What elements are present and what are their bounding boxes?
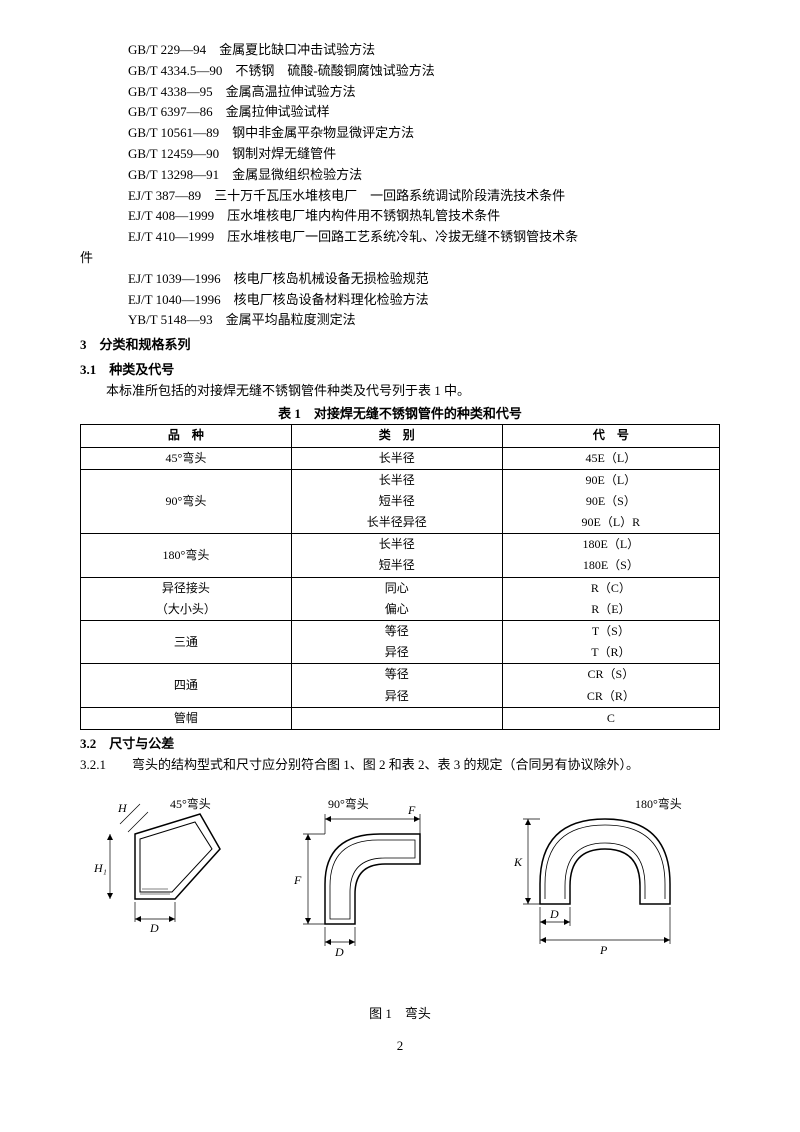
cell: R（C） (502, 577, 719, 599)
reference-list: GB/T 229—94 金属夏比缺口冲击试验方法 GB/T 4334.5—90 … (128, 40, 720, 331)
figure-1-caption: 图 1 弯头 (80, 1004, 720, 1025)
cell: 偏心 (291, 599, 502, 621)
ref-item: GB/T 13298—91 金属显微组织检验方法 (128, 165, 720, 186)
cell: 同心 (291, 577, 502, 599)
cell: 异径 (291, 642, 502, 664)
section-3-2-title: 3.2 尺寸与公差 (80, 734, 720, 755)
ref-item: YB/T 5148—93 金属平均晶粒度测定法 (128, 310, 720, 331)
fig-180-elbow: 180°弯头 K D P (490, 794, 720, 964)
th-kind: 品 种 (81, 425, 292, 447)
table-1-caption: 表 1 对接焊无缝不锈钢管件的种类和代号 (80, 404, 720, 425)
cell: 180E（S） (502, 555, 719, 577)
th-class: 类 别 (291, 425, 502, 447)
fig-180-label: 180°弯头 (635, 796, 682, 811)
fig-90-elbow: 90°弯头 F F D (270, 794, 470, 964)
svg-text:D: D (334, 945, 344, 959)
ref-item: GB/T 4334.5—90 不锈钢 硫酸-硫酸铜腐蚀试验方法 (128, 61, 720, 82)
cell: 45°弯头 (81, 447, 292, 469)
ref-item: EJ/T 1039—1996 核电厂核岛机械设备无损检验规范 (128, 269, 720, 290)
cell (81, 469, 292, 491)
table-1: 品 种 类 别 代 号 45°弯头 长半径 45E（L） 长半径 90E（L） … (80, 424, 720, 730)
cell: T（S） (502, 621, 719, 643)
ref-item: EJ/T 410—1999 压水堆核电厂一回路工艺系统冷轧、冷拔无缝不锈钢管技术… (128, 227, 720, 248)
figure-1-row: 45°弯头 H H₁ D 90°弯头 (80, 794, 720, 964)
section-3-1-title: 3.1 种类及代号 (80, 360, 720, 381)
cell (81, 512, 292, 534)
cell: 短半径 (291, 491, 502, 512)
cell: 90°弯头 (81, 491, 292, 512)
ref-item: EJ/T 408—1999 压水堆核电厂堆内构件用不锈钢热轧管技术条件 (128, 206, 720, 227)
cell: 管帽 (81, 707, 292, 729)
svg-text:D: D (149, 921, 159, 935)
cell: 等径 (291, 664, 502, 686)
cell: 90E（S） (502, 491, 719, 512)
cell: 短半径 (291, 555, 502, 577)
svg-text:F: F (293, 873, 302, 887)
cell: 四通 (81, 664, 292, 707)
svg-text:P: P (599, 943, 608, 957)
ref-item: GB/T 12459—90 钢制对焊无缝管件 (128, 144, 720, 165)
svg-text:H: H (117, 801, 128, 815)
fig-90-label: 90°弯头 (328, 796, 369, 811)
svg-text:F: F (407, 803, 416, 817)
section-3-title: 3 分类和规格系列 (80, 335, 720, 356)
cell: 45E（L） (502, 447, 719, 469)
cell: 长半径 (291, 447, 502, 469)
cell: CR（S） (502, 664, 719, 686)
svg-text:D: D (549, 907, 559, 921)
th-code: 代 号 (502, 425, 719, 447)
cell: 长半径异径 (291, 512, 502, 534)
ref-item: EJ/T 1040—1996 核电厂核岛设备材料理化检验方法 (128, 290, 720, 311)
svg-text:K: K (513, 855, 523, 869)
ref-item: GB/T 10561—89 钢中非金属平杂物显微评定方法 (128, 123, 720, 144)
cell: CR（R） (502, 686, 719, 708)
svg-text:H₁: H₁ (93, 861, 107, 875)
section-3-2-1: 3.2.1 弯头的结构型式和尺寸应分别符合图 1、图 2 和表 2、表 3 的规… (80, 755, 720, 776)
cell: 长半径 (291, 469, 502, 491)
cell: R（E） (502, 599, 719, 621)
ref-item: GB/T 229—94 金属夏比缺口冲击试验方法 (128, 40, 720, 61)
section-3-1-body: 本标准所包括的对接焊无缝不锈钢管件种类及代号列于表 1 中。 (80, 381, 720, 402)
cell: 等径 (291, 621, 502, 643)
ref-item: GB/T 4338—95 金属高温拉伸试验方法 (128, 82, 720, 103)
ref-item-cont: 件 (80, 248, 720, 269)
cell: 90E（L）R (502, 512, 719, 534)
cell: T（R） (502, 642, 719, 664)
fig-45-label: 45°弯头 (170, 796, 211, 811)
cell: 异径 (291, 686, 502, 708)
page-number: 2 (80, 1036, 720, 1057)
cell: 长半径 (291, 534, 502, 556)
cell: C (502, 707, 719, 729)
cell: （大小头） (81, 599, 292, 621)
ref-item: EJ/T 387—89 三十万千瓦压水堆核电厂 一回路系统调试阶段清洗技术条件 (128, 186, 720, 207)
ref-item: GB/T 6397—86 金属拉伸试验试样 (128, 102, 720, 123)
cell: 180E（L） (502, 534, 719, 556)
cell (291, 707, 502, 729)
cell: 180°弯头 (81, 534, 292, 577)
cell: 三通 (81, 621, 292, 664)
fig-45-elbow: 45°弯头 H H₁ D (80, 794, 250, 944)
cell: 90E（L） (502, 469, 719, 491)
cell: 异径接头 (81, 577, 292, 599)
